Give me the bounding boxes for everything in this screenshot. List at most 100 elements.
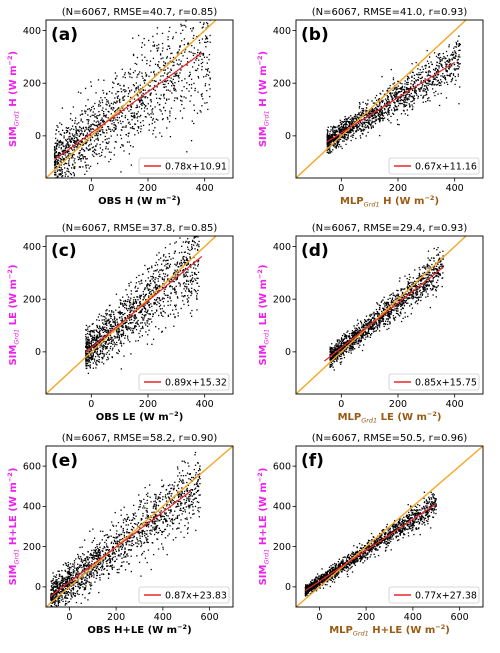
scatter-point (412, 97, 414, 99)
scatter-point (417, 298, 420, 300)
scatter-point (370, 108, 372, 110)
scatter-point (118, 99, 121, 102)
scatter-point (74, 134, 76, 136)
scatter-point (368, 114, 370, 116)
scatter-point (119, 302, 122, 304)
scatter-point (82, 166, 84, 168)
scatter-point (201, 69, 203, 71)
scatter-point (349, 132, 351, 134)
scatter-point (80, 129, 82, 131)
scatter-point (72, 163, 74, 165)
scatter-point (106, 93, 108, 95)
scatter-point (356, 127, 358, 129)
scatter-point (61, 150, 64, 153)
scatter-point (368, 110, 371, 112)
scatter-point (90, 352, 92, 354)
scatter-point (139, 121, 142, 124)
scatter-point (153, 45, 156, 47)
scatter-point (379, 118, 381, 121)
scatter-point (133, 314, 136, 316)
scatter-point (336, 340, 339, 342)
scatter-point (145, 331, 147, 333)
scatter-point (153, 44, 156, 46)
scatter-point (75, 141, 77, 143)
scatter-point (183, 43, 185, 46)
scatter-point (60, 184, 61, 185)
scatter-point (137, 340, 139, 342)
scatter-point (159, 276, 161, 278)
scatter-point (146, 63, 148, 65)
scatter-point (193, 236, 196, 238)
scatter-point (153, 303, 155, 305)
scatter-point (410, 313, 412, 315)
scatter-point (178, 64, 180, 66)
scatter-point (425, 90, 427, 93)
scatter-point (54, 171, 56, 174)
scatter-point (194, 52, 196, 55)
scatter-point (96, 338, 98, 341)
scatter-point (68, 138, 70, 140)
scatter-point (124, 116, 126, 119)
scatter-point (175, 73, 177, 75)
scatter-point (333, 139, 336, 141)
scatter-point (438, 65, 440, 67)
scatter-point (63, 145, 65, 148)
scatter-point (406, 83, 408, 86)
scatter-point (114, 111, 116, 113)
scatter-point (185, 280, 188, 282)
scatter-point (429, 280, 431, 282)
scatter-point (95, 363, 97, 365)
scatter-point (90, 138, 92, 141)
scatter-point (112, 311, 115, 313)
scatter-point (341, 128, 343, 130)
scatter-point (79, 149, 81, 152)
scatter-point (126, 328, 128, 330)
scatter-point (136, 93, 139, 96)
scatter-point (356, 337, 358, 340)
scatter-point (174, 316, 176, 318)
scatter-point (104, 135, 106, 138)
scatter-point (207, 68, 209, 70)
scatter-point (408, 93, 410, 96)
scatter-point (142, 305, 144, 307)
scatter-point (177, 272, 179, 274)
scatter-point (437, 65, 439, 67)
scatter-point (338, 128, 341, 130)
scatter-point (372, 121, 375, 123)
scatter-point (54, 164, 56, 167)
scatter-point (125, 125, 127, 127)
scatter-point (166, 127, 168, 129)
scatter-point (60, 180, 61, 181)
scatter-point (135, 290, 137, 293)
scatter-point (332, 139, 335, 142)
scatter-point (113, 316, 116, 318)
scatter-point (140, 322, 142, 324)
scatter-point (128, 73, 130, 75)
scatter-point (458, 35, 460, 37)
scatter-point (86, 170, 88, 172)
scatter-point (426, 82, 428, 85)
scatter-point (98, 331, 100, 334)
scatter-point (129, 309, 131, 311)
scatter-point (414, 92, 417, 94)
scatter-point (61, 129, 64, 132)
scatter-point (103, 347, 105, 349)
scatter-point (430, 257, 433, 259)
scatter-point (77, 139, 80, 141)
scatter-point (340, 355, 342, 357)
scatter-point (437, 74, 439, 76)
scatter-point (166, 116, 169, 119)
scatter-point (327, 144, 329, 147)
scatter-point (182, 241, 184, 243)
scatter-point (53, 153, 56, 155)
scatter-point (157, 280, 159, 282)
scatter-point (92, 128, 95, 130)
scatter-point (190, 51, 192, 53)
scatter-point (203, 22, 205, 24)
scatter-point (194, 89, 196, 92)
scatter-point (431, 82, 434, 84)
scatter-point (380, 105, 382, 108)
scatter-point (92, 346, 94, 349)
scatter-point (109, 325, 112, 327)
scatter-point (126, 320, 128, 322)
